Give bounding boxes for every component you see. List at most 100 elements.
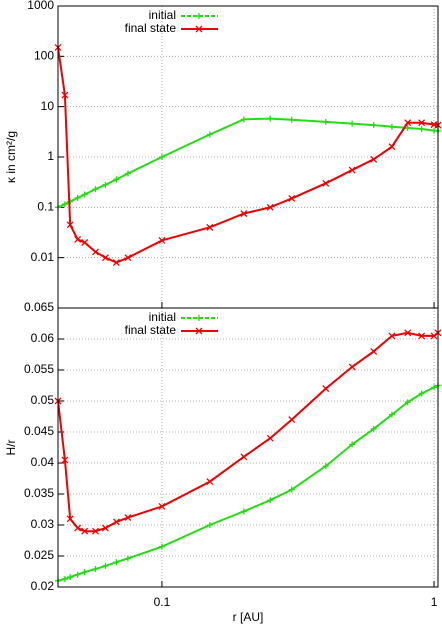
data-point <box>102 181 109 188</box>
data-point <box>92 527 99 535</box>
data-point <box>158 543 165 550</box>
data-point <box>418 119 426 127</box>
series-line <box>58 47 438 264</box>
data-point <box>288 416 296 424</box>
y-tick-label: 0.04 <box>31 455 55 469</box>
y-tick-label: 1000 <box>27 0 54 12</box>
data-point <box>240 453 248 461</box>
data-point <box>370 425 377 432</box>
data-point <box>388 411 395 418</box>
data-point <box>81 569 88 576</box>
data-point <box>124 170 131 177</box>
data-point <box>113 559 120 566</box>
data-point <box>74 571 81 578</box>
data-point <box>322 118 329 125</box>
y-tick-label: 0.035 <box>24 486 54 500</box>
y-axis-label: H/r <box>4 440 18 456</box>
data-point <box>404 124 411 131</box>
data-point <box>74 524 82 532</box>
legend-label: initial <box>149 310 176 324</box>
series-line <box>58 117 438 209</box>
data-point <box>404 399 411 406</box>
data-point <box>206 478 214 486</box>
y-tick-label: 0.05 <box>31 393 55 407</box>
data-point <box>388 143 396 151</box>
legend-label: final state <box>125 323 177 337</box>
data-point <box>240 508 247 515</box>
data-point <box>322 463 329 470</box>
data-point <box>206 131 213 138</box>
data-point <box>322 179 330 187</box>
y-tick-label: 0.1 <box>37 200 54 214</box>
data-point <box>81 191 88 198</box>
data-point <box>61 91 69 99</box>
data-point <box>66 221 74 229</box>
data-point <box>349 441 356 448</box>
data-point <box>158 502 166 510</box>
data-point <box>92 248 99 256</box>
data-point <box>266 203 274 211</box>
series-line <box>58 384 438 582</box>
data-point <box>158 154 165 160</box>
data-point <box>124 254 132 262</box>
data-point <box>112 518 120 526</box>
data-point <box>61 201 68 208</box>
data-point <box>67 574 74 581</box>
y-tick-label: 1 <box>47 149 54 163</box>
legend-label: initial <box>149 8 176 22</box>
data-point <box>267 115 274 122</box>
y-tick-label: 100 <box>34 49 54 63</box>
data-point <box>267 497 274 504</box>
data-point <box>66 515 74 523</box>
data-point <box>112 259 120 267</box>
legend-marker <box>195 327 203 335</box>
data-point <box>388 332 396 340</box>
data-point <box>370 122 377 129</box>
data-point <box>431 384 438 391</box>
data-point <box>348 363 356 371</box>
y-axis-label: κ in cm²/g <box>4 131 18 183</box>
data-point <box>124 514 132 522</box>
data-point <box>113 176 120 183</box>
data-point <box>288 195 296 202</box>
data-point <box>240 210 248 218</box>
data-point <box>266 434 274 442</box>
data-point <box>288 116 295 123</box>
data-point <box>206 223 214 231</box>
data-point <box>418 332 426 340</box>
y-tick-label: 0.065 <box>24 300 54 314</box>
data-point <box>240 116 247 123</box>
data-point <box>61 456 69 464</box>
data-point <box>92 566 99 573</box>
data-point <box>92 186 99 193</box>
y-tick-label: 0.06 <box>31 331 55 345</box>
y-tick-label: 0.01 <box>31 250 55 264</box>
y-tick-label: 0.02 <box>31 579 55 593</box>
data-point <box>101 254 109 262</box>
data-point <box>102 562 109 569</box>
data-point <box>418 390 425 397</box>
data-point <box>74 194 81 201</box>
data-point <box>81 527 89 535</box>
y-tick-label: 0.055 <box>24 362 54 376</box>
data-point <box>348 166 356 174</box>
data-point <box>370 155 378 163</box>
legend-label: final state <box>125 21 177 35</box>
y-tick-label: 0.045 <box>24 424 54 438</box>
data-point <box>206 522 213 528</box>
x-tick-label: 1 <box>431 595 438 609</box>
x-axis-label: r [AU] <box>233 610 264 624</box>
data-point <box>74 236 82 243</box>
data-point <box>404 119 412 127</box>
data-point <box>370 347 378 355</box>
x-tick-label: 0.1 <box>154 595 171 609</box>
legend-marker <box>195 25 203 33</box>
data-point <box>158 236 166 244</box>
legend-marker <box>196 315 202 321</box>
data-point <box>388 123 395 130</box>
plot-frame <box>57 307 439 588</box>
data-point <box>418 125 425 132</box>
data-point <box>101 524 109 532</box>
y-tick-label: 10 <box>41 99 55 113</box>
